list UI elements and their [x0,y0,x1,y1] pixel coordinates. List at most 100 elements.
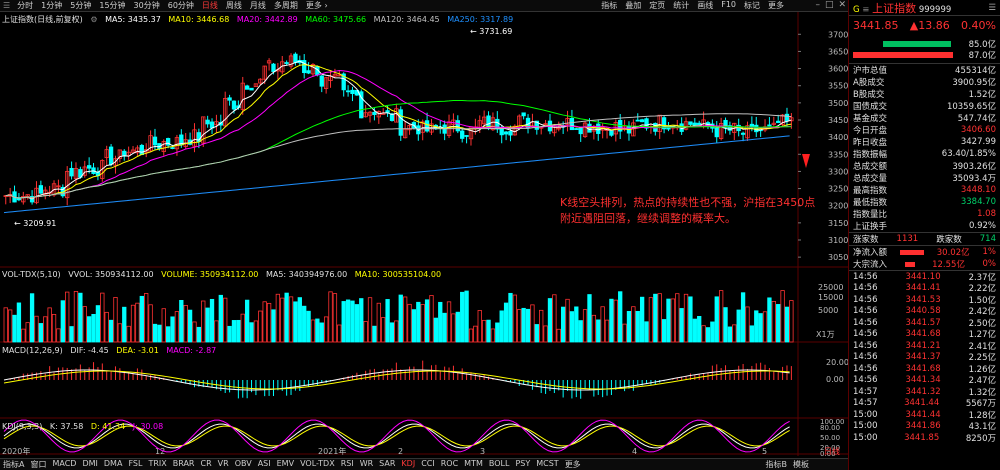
volume-bar [578,320,583,343]
candle-body [771,122,776,125]
kline-chart[interactable]: 3700365036003550350034503400335033003250… [0,12,849,458]
volume-bar [679,308,684,343]
period-tab[interactable]: 60分钟 [167,1,194,10]
volume-bar [385,299,390,343]
indicator-tab[interactable]: 窗口 [30,460,47,469]
indicator-tab[interactable]: OBV [234,459,252,468]
period-tab[interactable]: 多周期 [273,1,298,10]
toolbar-button[interactable]: 更多 [768,1,784,10]
y-tick-label: 3450 [828,116,848,125]
indicator-tab[interactable]: MTM [464,459,483,468]
period-tab[interactable]: 月线 [249,1,266,10]
volume-bar [420,304,425,343]
volume-bar [468,328,474,343]
volume-bar [345,299,351,343]
volume-bar [644,321,649,343]
indicator-tab[interactable]: VR [217,459,229,468]
indicator-tab[interactable]: DMI [82,459,98,468]
indicator-tab[interactable]: SAR [379,459,396,468]
minimize-icon[interactable]: – [815,0,820,10]
indicator-tab[interactable]: ASI [257,459,271,468]
period-tab[interactable]: 30分钟 [133,1,160,10]
close-icon[interactable]: ✕ [838,0,846,10]
chart-area[interactable]: 3700 3650 3600 3550 3500 3450 3400 3350 3300 3250… [0,12,849,458]
tick-amount: 8250万 [965,433,996,444]
volume-bar [398,294,403,343]
volume-bar [591,314,597,343]
indicator-tab[interactable]: MCST [536,459,559,468]
period-tab[interactable]: 更多 › [305,1,328,10]
vol-legend: VOL-TDX(5,10) VVOL: 350934112.00 VOLUME:… [2,270,446,279]
period-tab[interactable]: 日线 [201,1,218,10]
y-tick-label: 3650 [828,47,848,56]
indicator-tab[interactable]: 指标A [3,460,25,469]
list-icon[interactable]: ≡ [862,4,870,15]
indicator-tab[interactable]: MACD [52,459,77,468]
volume-bar [736,309,741,343]
toolbar-button[interactable]: 定页 [649,1,666,10]
volume-bar [130,304,136,343]
tick-time: 14:56 [853,271,878,282]
high-marker: ← 3731.69 [470,27,512,36]
indicator-tab[interactable]: TRIX [148,459,167,468]
template-tab[interactable]: 指标B [765,460,788,469]
volume-bar [65,291,70,343]
indicator-tab[interactable]: PSY [515,459,531,468]
toolbar-button[interactable]: 统计 [673,1,690,10]
volume-bar [288,296,294,343]
period-tab[interactable]: 5分钟 [70,1,92,10]
volume-bar [495,322,500,343]
tick-time: 14:56 [853,283,878,294]
settings-icon[interactable]: ☰ [3,1,11,10]
group-badge[interactable]: G [853,4,860,15]
period-tab[interactable]: 1分钟 [41,1,63,10]
stat-label: 最低指数 [853,198,888,208]
period-tab[interactable]: 分时 [17,1,34,10]
candle-body [780,114,785,125]
indicator-tab[interactable]: CR [200,459,212,468]
candle-body [596,123,601,134]
y-tick-label: 3150 [828,219,848,228]
indicator-tab[interactable]: KDJ [401,459,416,468]
dif-line [3,369,790,391]
indicator-tab[interactable]: BRAR [172,459,195,468]
toolbar-button[interactable]: 叠加 [625,1,642,10]
indicator-tab[interactable]: BOLL [488,459,510,468]
volume-bar [389,322,395,343]
index-name: 上证指数 [872,1,917,15]
indicator-tab[interactable]: EMV [276,459,295,468]
indicator-tab[interactable]: FSL [128,459,143,468]
ma20-value: MA20: 3442.89 [236,15,298,24]
volume-bar [451,313,456,343]
indicator-tab[interactable]: 更多 [564,460,581,469]
stat-value: 3406.60 [960,125,996,135]
toolbar-button[interactable]: 指标 [601,1,618,10]
template-tab[interactable]: 模板 [793,460,809,469]
x-tick-label: 2 [398,447,403,456]
indicator-tab[interactable]: WR [359,459,374,468]
candle-body [692,122,697,126]
menu-icon[interactable]: ☰ [988,2,996,13]
indicator-tab[interactable]: CCI [421,459,435,468]
indicator-tab[interactable]: VOL-TDX [300,459,335,468]
indicator-tab[interactable]: ROC [440,459,459,468]
tick-price: 3441.41 [905,283,941,294]
indicator-tab[interactable]: RSI [340,459,354,468]
volume-bar [47,307,52,343]
toolbar-button[interactable]: 画线 [697,1,714,10]
toolbar-button[interactable]: F10 [721,0,736,9]
volume-bar [661,319,667,343]
toolbar-button[interactable]: 标记 [744,1,760,10]
tick-amount: 1.28亿 [968,410,996,421]
period-tab[interactable]: 周线 [225,1,242,10]
volume-bar [648,297,654,343]
candle-body [565,118,570,125]
volume-bar [78,292,83,343]
indicator-tab[interactable]: DMA [103,459,123,468]
volume-bar [402,296,408,343]
settings-icon[interactable]: ⚙ [90,15,98,24]
restore-icon[interactable]: □ [824,0,834,10]
ma250-value: MA250: 3317.89 [447,15,514,24]
candle-body [174,137,180,150]
period-tab[interactable]: 15分钟 [99,1,126,10]
